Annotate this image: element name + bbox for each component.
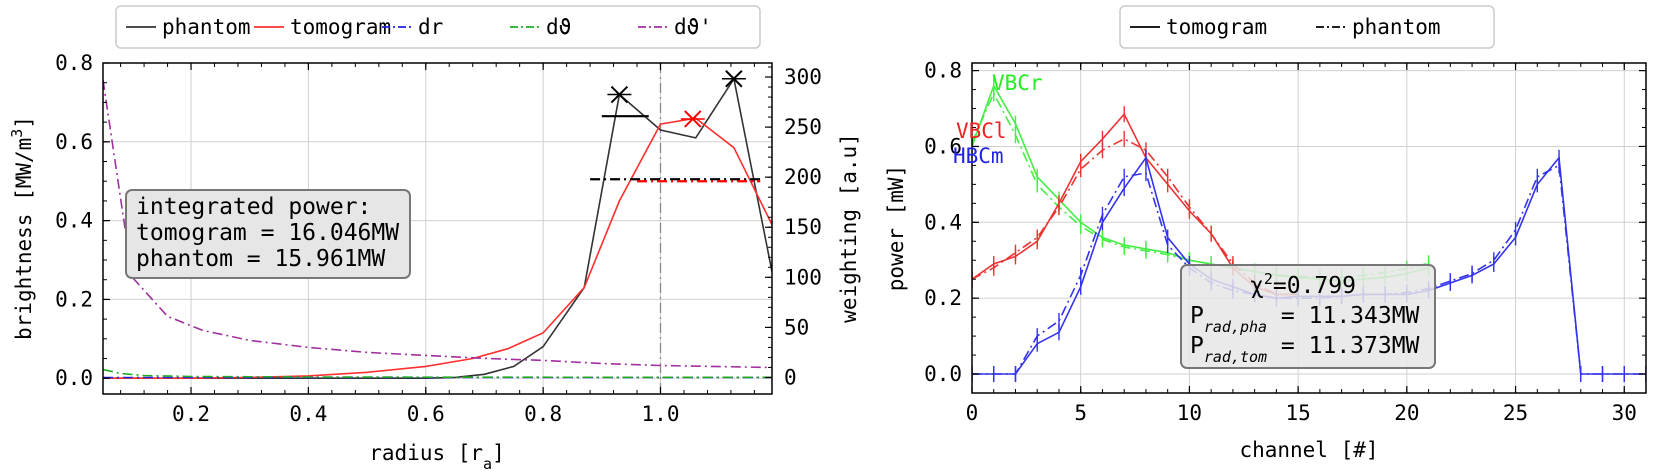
left-annotation-box: integrated power: tomogram = 16.046MW ph… (125, 189, 411, 279)
series-line-vbcr-tomogram (972, 83, 1429, 282)
series-line-vbcr-phantom (972, 91, 1429, 279)
x-tick-label: 5 (1074, 401, 1087, 425)
left-ticks: 0.2 0.4 0.6 0.8 1.0 0.0 0.2 0.4 0.6 0.8 0 50 100 150 2… (55, 51, 822, 426)
p-rad-tom-text: Prad,tom = 11.373MW (1190, 333, 1420, 366)
peak-marker (680, 110, 705, 128)
y2-tick-label: 0 (784, 365, 797, 389)
y-tick-label: 0.8 (55, 51, 93, 75)
left-plot-frame (102, 62, 773, 395)
x-tick-label: 0.2 (172, 402, 210, 426)
y-tick-label: 0.0 (924, 362, 962, 386)
y2-tick-label: 100 (784, 265, 822, 289)
legend-label: phantom (162, 15, 251, 39)
x-tick-label: 0.6 (407, 402, 445, 426)
series-line-tomogram (103, 117, 772, 380)
legend-label: tomogram (290, 15, 391, 39)
y-tick-label: 0.8 (924, 59, 962, 83)
y-tick-label: 0.2 (55, 287, 93, 311)
y2-tick-label: 250 (784, 115, 822, 139)
p-rad-pha-text: Prad,pha = 11.343MW (1190, 303, 1420, 336)
left-legend: phantom tomogram dr dϑ dϑ' (115, 5, 761, 49)
y2-tick-label: 50 (784, 315, 809, 339)
annotation-line-3: phantom = 15.961MW (136, 246, 385, 272)
y2-tick-label: 300 (784, 65, 822, 89)
right-ticks: 0 5 10 15 20 25 30 0.0 0.2 0.4 0.6 0.8 (924, 59, 1647, 425)
camera-label-vbcr: VBCr (992, 71, 1043, 95)
right-legend: tomogram phantom (1119, 5, 1495, 49)
y-tick-label: 0.2 (924, 286, 962, 310)
series-line-d- (103, 368, 772, 379)
peak-marker (607, 85, 632, 104)
chi-square-text: χ2=0.799 (1250, 270, 1356, 299)
x-tick-label: 25 (1503, 401, 1528, 425)
legend-label: dϑ (546, 15, 571, 39)
y2-tick-label: 150 (784, 215, 822, 239)
y-tick-label: 0.4 (55, 209, 93, 233)
left-chart: 0.2 0.4 0.6 0.8 1.0 0.0 0.2 0.4 0.6 0.8 0 50 100 150 2… (8, 5, 861, 473)
legend-label: dr (418, 15, 443, 39)
camera-label-hbcm: HBCm (953, 144, 1004, 168)
x-tick-label: 0.8 (524, 402, 562, 426)
left-series-layer (103, 76, 772, 380)
series-clip-group (103, 76, 772, 380)
x-tick-label: 20 (1394, 401, 1419, 425)
x-tick-label: 0 (966, 401, 979, 425)
y-tick-label: 0.6 (55, 130, 93, 154)
legend-label: dϑ' (674, 15, 712, 39)
right-chart: 0 5 10 15 20 25 300.00.20.40.60.8 channel [#] … (884, 5, 1647, 462)
left-y-axis-label: brightness [MW/m3] (8, 116, 36, 340)
x-tick-label: 30 (1612, 401, 1637, 425)
camera-label-vbcl: VBCl (956, 119, 1007, 143)
right-x-axis-label: channel [#] (1239, 438, 1378, 462)
x-tick-label: 1.0 (642, 402, 680, 426)
y-tick-label: 0.4 (924, 210, 962, 234)
x-tick-label: 15 (1285, 401, 1310, 425)
x-tick-label: 10 (1177, 401, 1202, 425)
annotation-line-1: integrated power: (136, 194, 371, 220)
y-tick-label: 0.6 (924, 134, 962, 158)
peak-marker (721, 70, 746, 88)
right-plot-frame (971, 62, 1647, 394)
legend-label: tomogram (1166, 15, 1267, 39)
right-y-axis-label: power [mW] (884, 165, 908, 291)
legend-label: phantom (1352, 15, 1441, 39)
left-markers-layer (590, 70, 761, 183)
right-annotation-box: χ2=0.799 Prad,pha = 11.343MW Prad,tom = … (1180, 264, 1436, 369)
left-x-axis-label: radius [ra] (369, 441, 504, 473)
y-tick-label: 0.0 (55, 366, 93, 390)
x-tick-label: 0.4 (289, 402, 327, 426)
y2-tick-label: 200 (784, 165, 822, 189)
left-y2-axis-label: weighting [a.u] (837, 133, 861, 323)
annotation-line-2: tomogram = 16.046MW (136, 220, 399, 246)
